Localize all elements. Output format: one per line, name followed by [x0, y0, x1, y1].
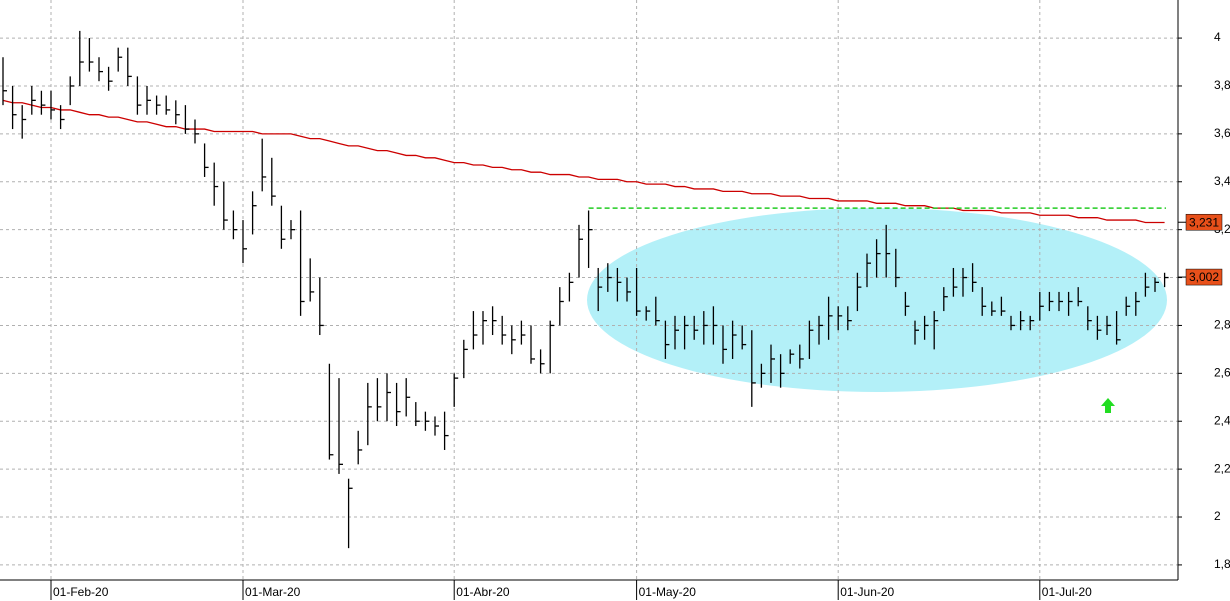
up-arrow	[1101, 398, 1115, 413]
y-tick-label: 1,8	[1214, 557, 1230, 571]
price-label: 3,002	[1189, 270, 1219, 284]
y-tick-label: 2	[1214, 509, 1221, 523]
y-tick-label: 3,8	[1214, 78, 1230, 92]
highlight-ellipse	[587, 208, 1167, 392]
y-tick-label: 2,6	[1214, 366, 1230, 380]
price-label: 3,231	[1189, 215, 1219, 229]
x-tick-label: 01-Abr-20	[456, 585, 510, 599]
x-tick-label: 01-Jun-20	[840, 585, 894, 599]
x-tick-label: 01-Feb-20	[53, 585, 109, 599]
x-tick-label: 01-Jul-20	[1042, 585, 1092, 599]
moving-average	[2, 99, 1165, 224]
price-label-box	[1185, 213, 1223, 231]
y-tick-label: 2,2	[1214, 461, 1230, 475]
y-tick-label: 4	[1214, 30, 1221, 44]
y-tick-label: 3,4	[1214, 174, 1230, 188]
y-tick-label: 2,4	[1214, 413, 1230, 427]
marks: 3,231 3,002	[2, 30, 1223, 549]
price-label-box	[1185, 268, 1223, 286]
y-tick-label: 3,6	[1214, 126, 1230, 140]
x-tick-label: 01-May-20	[639, 585, 697, 599]
x-tick-label: 01-Mar-20	[245, 585, 301, 599]
y-tick-label: 2,8	[1214, 318, 1230, 332]
